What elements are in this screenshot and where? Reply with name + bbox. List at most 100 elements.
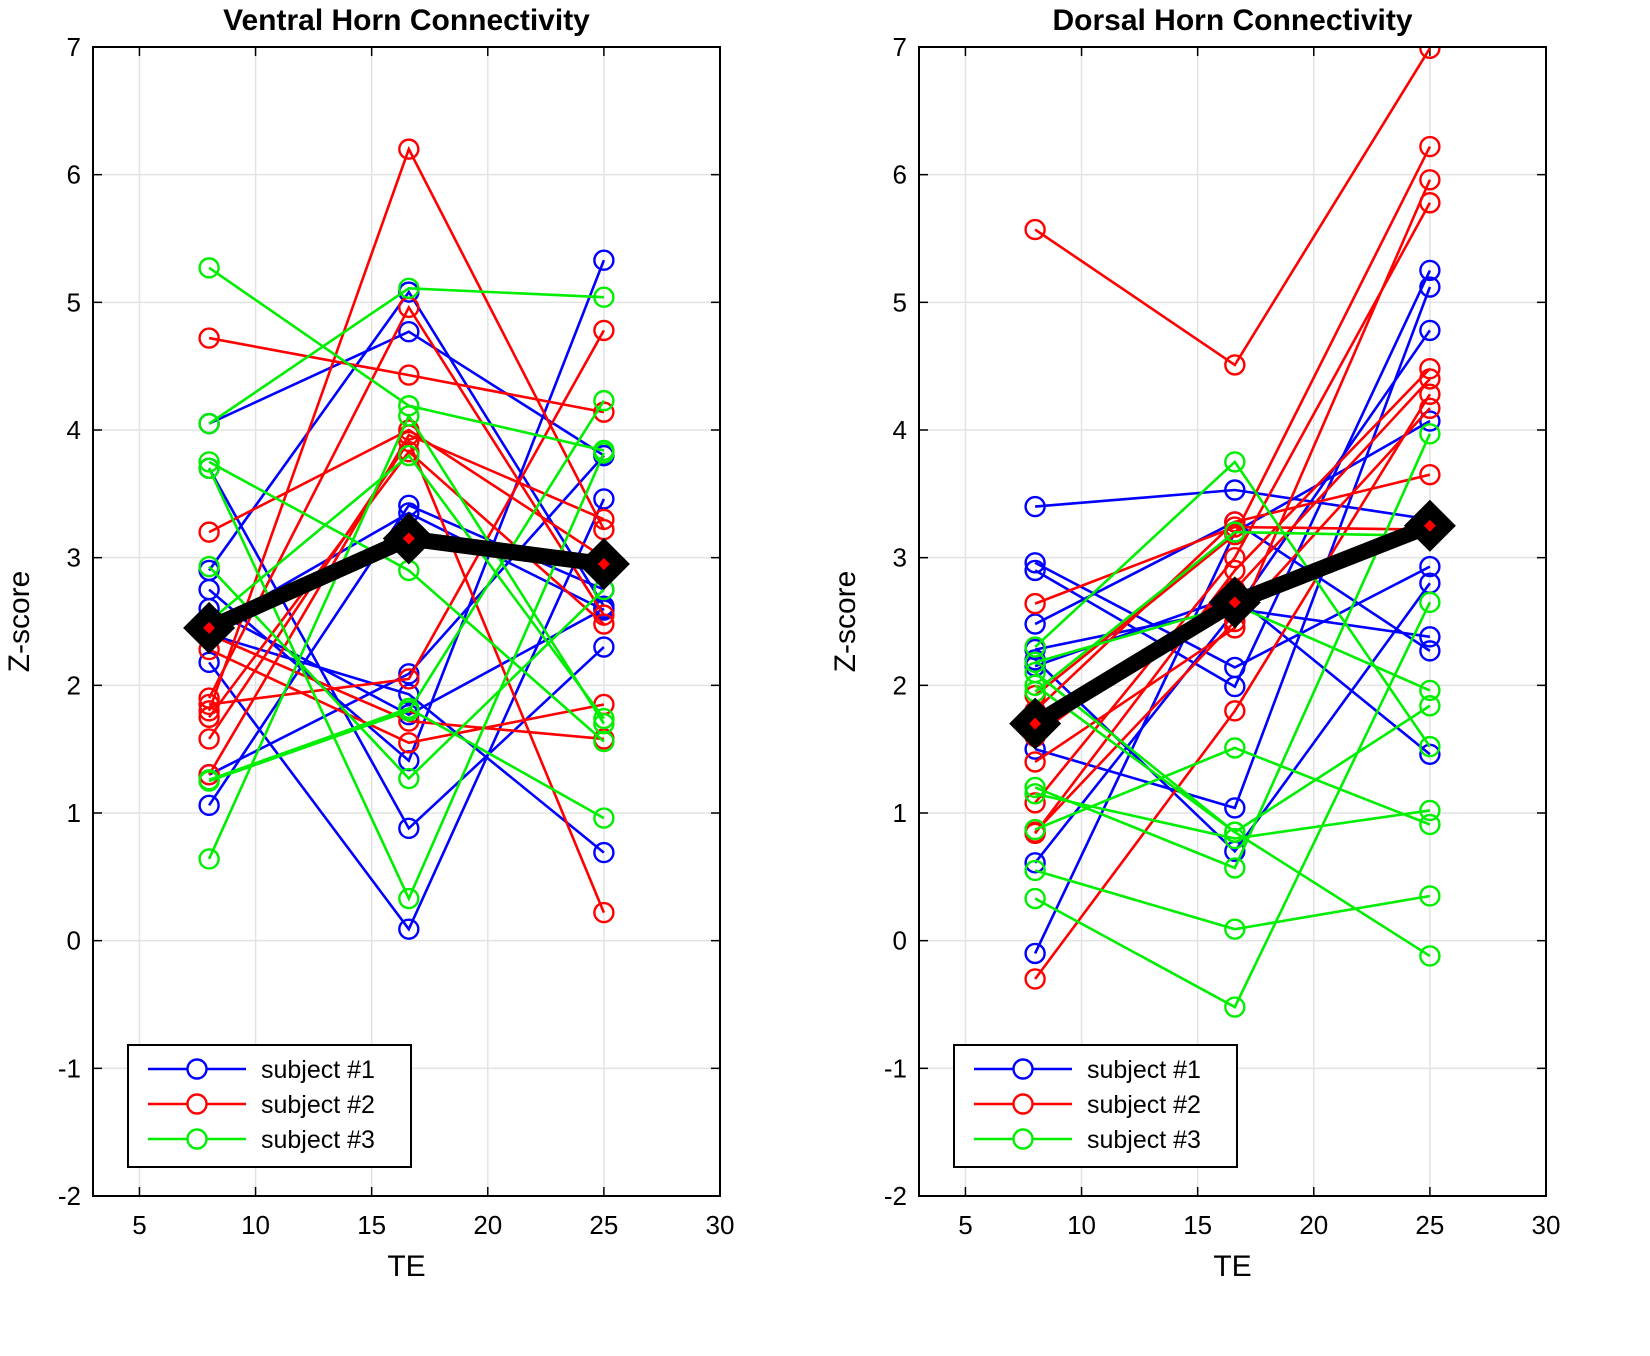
data-point bbox=[593, 841, 615, 864]
data-point bbox=[398, 732, 420, 754]
series-mean bbox=[183, 512, 630, 654]
x-tick-label: 30 bbox=[706, 1210, 735, 1240]
mean-marker-center bbox=[597, 558, 610, 571]
legend-label-subject-1: subject #1 bbox=[261, 1056, 375, 1084]
y-axis-label: Z-score bbox=[829, 571, 862, 673]
data-point bbox=[398, 887, 420, 910]
data-point bbox=[198, 327, 220, 349]
series-line bbox=[1034, 530, 1430, 693]
data-point bbox=[1419, 735, 1441, 758]
legend-marker-subject-2 bbox=[1012, 1093, 1034, 1115]
chart-title: Ventral Horn Connectivity bbox=[223, 4, 590, 37]
axes-box bbox=[918, 46, 1547, 1197]
series-line bbox=[1034, 202, 1432, 804]
mean-marker-center bbox=[1029, 717, 1042, 730]
series-line bbox=[1034, 869, 1431, 931]
data-point bbox=[1024, 751, 1046, 773]
legend-box bbox=[127, 1044, 412, 1168]
data-layer bbox=[1009, 47, 1456, 1018]
mean-marker-center bbox=[203, 621, 216, 634]
data-point bbox=[1419, 813, 1441, 836]
series-line bbox=[208, 460, 605, 743]
series-line bbox=[208, 289, 605, 607]
plot-area bbox=[93, 47, 720, 1196]
chart-title: Dorsal Horn Connectivity bbox=[1052, 4, 1412, 37]
series-line bbox=[1034, 459, 1431, 748]
data-point bbox=[1419, 695, 1441, 717]
data-point bbox=[398, 138, 420, 160]
data-point bbox=[1224, 516, 1246, 538]
series-line bbox=[1034, 433, 1432, 870]
data-point bbox=[593, 707, 615, 730]
legend: subject #1 subject #2 subject #3 bbox=[953, 1044, 1238, 1168]
y-tick-label: -1 bbox=[884, 1053, 907, 1083]
series-line bbox=[208, 648, 605, 745]
data-point bbox=[1419, 383, 1441, 405]
y-tick-label: 5 bbox=[893, 287, 907, 317]
data-point bbox=[593, 249, 615, 271]
y-tick-label: 1 bbox=[893, 798, 907, 828]
legend-label-subject-3: subject #3 bbox=[1087, 1126, 1201, 1154]
data-point bbox=[593, 508, 615, 531]
series-line bbox=[1034, 525, 1430, 605]
data-point bbox=[1419, 397, 1441, 419]
y-tick-label: 5 bbox=[67, 287, 81, 317]
x-tick-label: 5 bbox=[132, 1210, 146, 1240]
data-point bbox=[1419, 259, 1441, 282]
series-subject-3 bbox=[1024, 423, 1441, 1018]
data-point bbox=[1024, 495, 1046, 518]
y-tick-label: 6 bbox=[893, 160, 907, 190]
data-point bbox=[593, 319, 615, 342]
data-point bbox=[1224, 479, 1246, 501]
legend-marker-subject-3 bbox=[1012, 1128, 1034, 1150]
data-point bbox=[593, 712, 615, 735]
legend-label-subject-2: subject #2 bbox=[1087, 1091, 1201, 1119]
x-tick-label: 30 bbox=[1532, 1210, 1561, 1240]
data-point bbox=[593, 613, 615, 635]
series-line bbox=[1034, 269, 1432, 689]
data-point bbox=[1024, 859, 1046, 882]
data-point bbox=[398, 277, 420, 299]
x-tick-label: 10 bbox=[241, 1210, 270, 1240]
series-line bbox=[207, 413, 605, 860]
data-point bbox=[1419, 358, 1441, 380]
data-point bbox=[398, 405, 420, 427]
data-point bbox=[1224, 918, 1246, 940]
data-point bbox=[1024, 559, 1046, 582]
data-point bbox=[593, 286, 615, 308]
data-point bbox=[1419, 555, 1441, 578]
data-point bbox=[1419, 319, 1441, 342]
data-point bbox=[198, 257, 220, 279]
x-tick-label: 20 bbox=[473, 1210, 502, 1240]
mean-marker-center bbox=[1228, 596, 1241, 609]
series-line bbox=[1034, 582, 1431, 854]
data-point bbox=[1419, 169, 1441, 191]
data-point bbox=[1419, 276, 1441, 298]
x-tick-label: 15 bbox=[357, 1210, 386, 1240]
series-line bbox=[1034, 367, 1431, 835]
series-line bbox=[1034, 47, 1431, 367]
series-line bbox=[1034, 671, 1431, 958]
data-point bbox=[1224, 354, 1246, 376]
data-point bbox=[398, 700, 420, 722]
series-line bbox=[208, 399, 605, 783]
series-mean bbox=[1009, 499, 1456, 750]
data-point bbox=[1024, 592, 1046, 615]
data-point bbox=[1024, 783, 1046, 805]
dorsal-horn-panel: 5 10 15 20 25 30 -2 -1 0 1 2 3 4 5 6 7 Dorsal Horn Conne… bbox=[829, 4, 1560, 1283]
data-point bbox=[198, 700, 220, 722]
data-point bbox=[593, 901, 615, 924]
data-point bbox=[398, 663, 420, 685]
axes-box bbox=[92, 46, 721, 1197]
data-point bbox=[198, 794, 220, 817]
data-point bbox=[198, 770, 220, 792]
series-line bbox=[1034, 286, 1432, 810]
data-point bbox=[1224, 737, 1246, 759]
x-axis-label: TE bbox=[1213, 1250, 1251, 1283]
series-line bbox=[208, 336, 605, 414]
series-line bbox=[1034, 792, 1431, 840]
data-point bbox=[593, 389, 615, 412]
data-point bbox=[398, 918, 420, 940]
data-point bbox=[593, 442, 615, 464]
x-tick-label: 25 bbox=[589, 1210, 618, 1240]
